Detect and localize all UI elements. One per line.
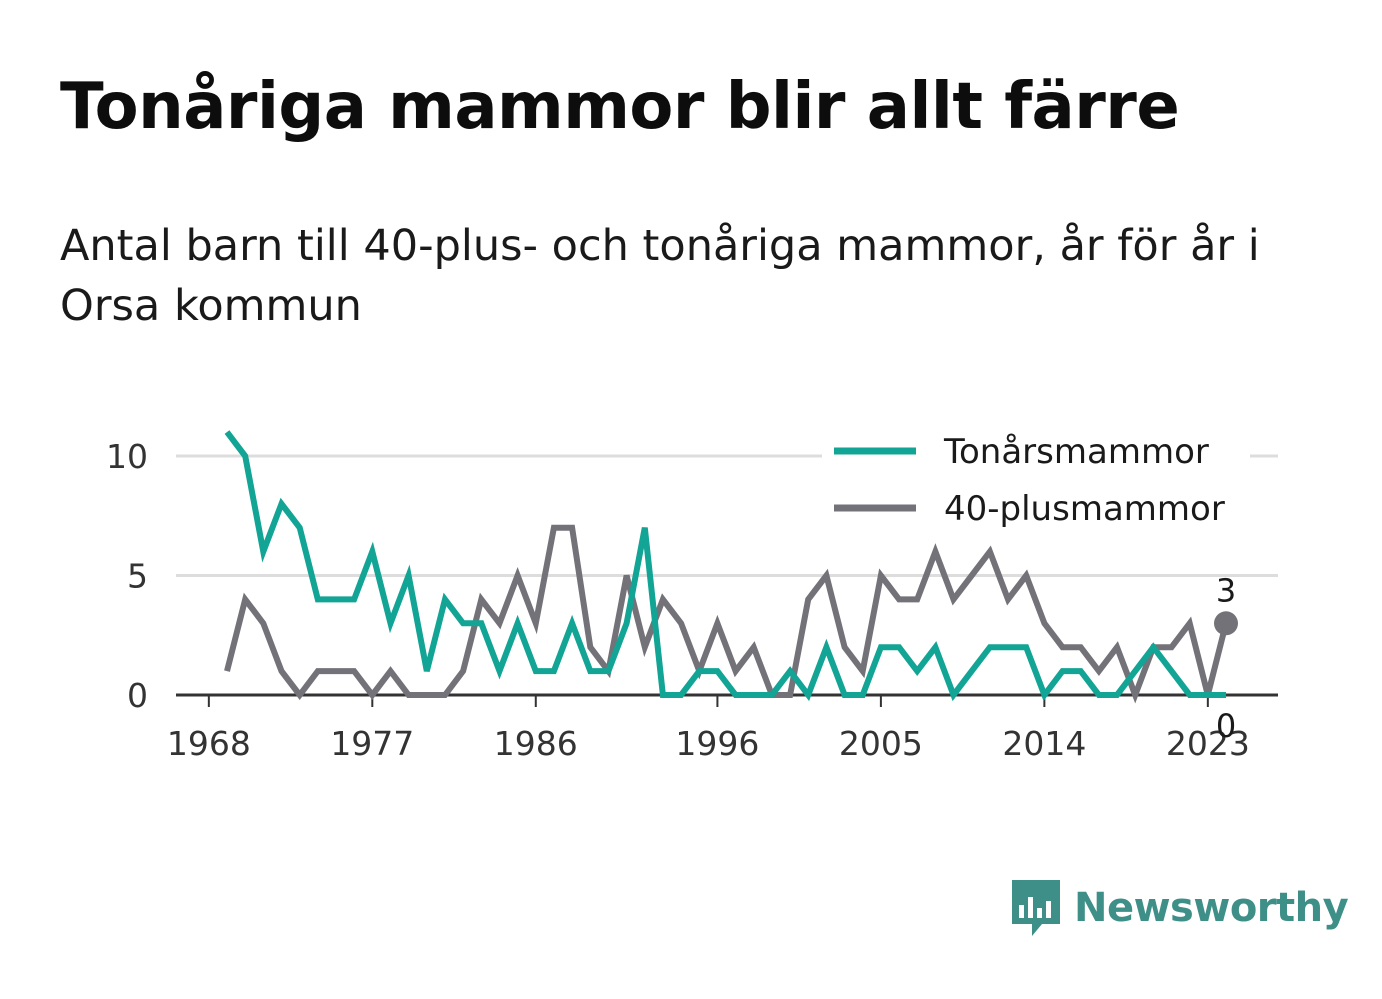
chart-subtitle: Antal barn till 40-plus- och tonåriga ma… <box>60 221 1260 331</box>
series-line-tonårsmammor <box>224 430 1226 702</box>
legend: Tonårsmammor 40-plusmammor <box>822 422 1250 542</box>
legend-label: Tonårsmammor <box>943 432 1209 472</box>
y-tick-label: 5 <box>127 557 148 596</box>
series-line-40-plusmammor <box>224 524 1229 704</box>
newsworthy-logo-icon <box>1012 880 1060 936</box>
y-tick-label: 0 <box>127 676 148 715</box>
x-tick-label: 1996 <box>675 724 759 763</box>
legend-label: 40-plusmammor <box>944 489 1225 529</box>
x-tick-label: 2005 <box>839 724 923 763</box>
x-tick-label: 2014 <box>1002 724 1086 763</box>
x-tick-label: 1968 <box>167 724 251 763</box>
chart-title: Tonåriga mammor blir allt färre <box>60 70 1180 144</box>
series-lines <box>224 430 1229 704</box>
legend-background <box>822 422 1250 542</box>
end-point-marker <box>1214 611 1238 636</box>
x-tick-label: 1986 <box>494 724 578 763</box>
brand-name: Newsworthy <box>1074 885 1349 931</box>
y-tick-label: 10 <box>106 437 148 476</box>
end-labels: 30 <box>1214 571 1238 745</box>
end-label-tonarsmammor: 0 <box>1216 707 1236 745</box>
x-tick-label: 1977 <box>330 724 414 763</box>
end-label-40-plusmammor: 3 <box>1216 571 1236 609</box>
x-tick-label: 2023 <box>1166 724 1250 763</box>
y-axis: 0 5 10 <box>106 437 148 715</box>
x-axis: 1968 1977 1986 1996 2005 2014 2023 <box>167 695 1250 763</box>
brand-logo: Newsworthy <box>1010 878 1349 938</box>
